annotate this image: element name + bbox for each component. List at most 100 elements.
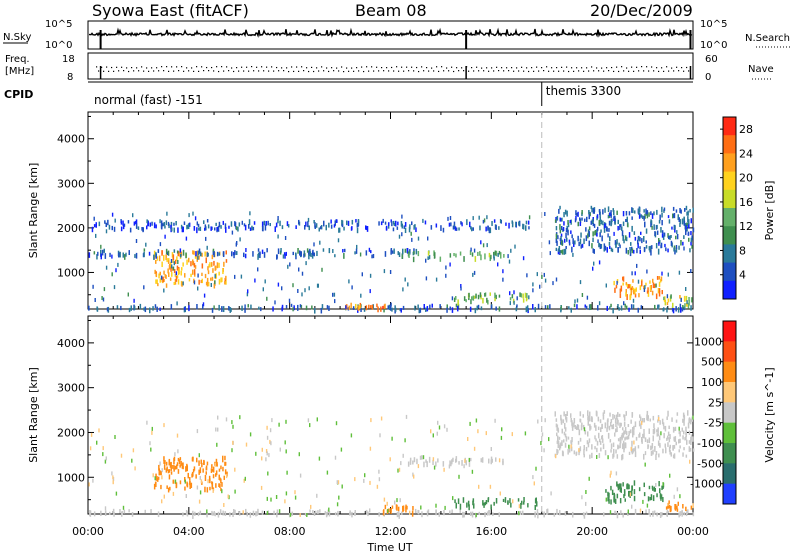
- data-cell: [304, 512, 307, 516]
- data-cell: [581, 293, 584, 297]
- data-cell: [219, 509, 222, 515]
- data-cell: [685, 426, 687, 432]
- data-cell: [683, 447, 685, 451]
- data-cell: [141, 227, 143, 231]
- data-cell: [298, 452, 300, 457]
- data-cell: [153, 222, 156, 229]
- data-cell: [623, 239, 625, 244]
- data-cell: [481, 457, 484, 463]
- data-cell: [461, 460, 463, 466]
- data-cell: [182, 262, 184, 267]
- data-cell: [583, 238, 585, 245]
- data-cell: [687, 302, 690, 309]
- data-cell: [581, 422, 583, 427]
- data-cell: [100, 510, 102, 517]
- data-cell: [575, 216, 577, 221]
- data-cell: [686, 510, 688, 514]
- data-cell: [583, 512, 586, 519]
- data-cell: [326, 305, 329, 310]
- nsearch-tick-low: 10^0: [700, 40, 727, 51]
- data-cell: [603, 229, 606, 233]
- data-cell: [286, 221, 289, 227]
- data-cell: [426, 306, 429, 312]
- data-cell: [225, 279, 227, 285]
- data-cell: [495, 306, 497, 311]
- data-cell: [498, 306, 501, 312]
- data-cell: [610, 443, 613, 450]
- data-cell: [558, 445, 561, 451]
- nsky-trace: [89, 27, 693, 49]
- data-cell: [692, 448, 695, 452]
- data-cell: [100, 244, 102, 249]
- data-cell: [133, 305, 136, 310]
- nave-dot: [536, 66, 538, 68]
- data-cell: [591, 416, 593, 422]
- data-cell: [198, 255, 200, 260]
- data-cell: [610, 303, 612, 308]
- colorbar-segment: [723, 361, 736, 383]
- data-cell: [685, 506, 687, 512]
- data-cell: [95, 233, 97, 238]
- data-cell: [397, 221, 399, 226]
- data-cell: [623, 414, 625, 418]
- data-cell: [556, 215, 559, 221]
- data-cell: [318, 227, 320, 232]
- data-cell: [619, 442, 621, 449]
- data-cell: [588, 476, 590, 481]
- data-cell: [234, 274, 236, 279]
- data-cell: [133, 221, 136, 226]
- data-cell: [470, 511, 472, 516]
- freq-dot: [318, 70, 320, 72]
- data-cell: [473, 446, 476, 451]
- data-cell: [509, 498, 511, 504]
- data-cell: [588, 240, 590, 247]
- data-cell: [238, 222, 241, 227]
- freq-dot: [188, 70, 190, 72]
- data-cell: [455, 253, 457, 258]
- data-cell: [573, 450, 576, 455]
- data-cell: [626, 283, 628, 287]
- data-cell: [157, 283, 159, 287]
- data-cell: [490, 254, 492, 260]
- data-cell: [121, 511, 123, 515]
- data-cell: [274, 226, 276, 232]
- data-cell: [303, 250, 306, 255]
- data-cell: [225, 417, 228, 422]
- data-cell: [435, 509, 437, 514]
- freq-dot: [668, 70, 670, 72]
- data-cell: [649, 418, 651, 422]
- data-cell: [560, 250, 562, 254]
- data-cell: [616, 426, 618, 433]
- y-tick-label: 4000: [57, 337, 85, 350]
- data-cell: [279, 447, 281, 452]
- data-cell: [233, 252, 235, 259]
- data-cell: [102, 446, 104, 451]
- data-cell: [622, 276, 625, 282]
- data-cell: [618, 242, 620, 246]
- data-cell: [388, 222, 390, 227]
- data-cell: [211, 482, 214, 488]
- data-cell: [254, 278, 256, 283]
- data-cell: [609, 473, 611, 478]
- data-cell: [609, 212, 611, 217]
- data-cell: [390, 508, 392, 512]
- data-cell: [98, 428, 100, 433]
- data-cell: [459, 508, 461, 513]
- data-cell: [192, 469, 195, 473]
- data-cell: [592, 248, 594, 253]
- data-cell: [435, 503, 437, 508]
- freq-dot: [213, 70, 215, 72]
- data-cell: [667, 435, 669, 440]
- data-cell: [404, 277, 406, 282]
- data-cell: [435, 461, 437, 467]
- data-cell: [631, 286, 634, 290]
- data-cell: [166, 466, 168, 471]
- data-cell: [685, 295, 688, 302]
- data-cell: [682, 452, 684, 457]
- data-cell: [239, 237, 241, 242]
- data-cell: [679, 295, 681, 299]
- data-cell: [683, 430, 685, 435]
- data-cell: [624, 431, 626, 435]
- data-cell: [198, 227, 200, 231]
